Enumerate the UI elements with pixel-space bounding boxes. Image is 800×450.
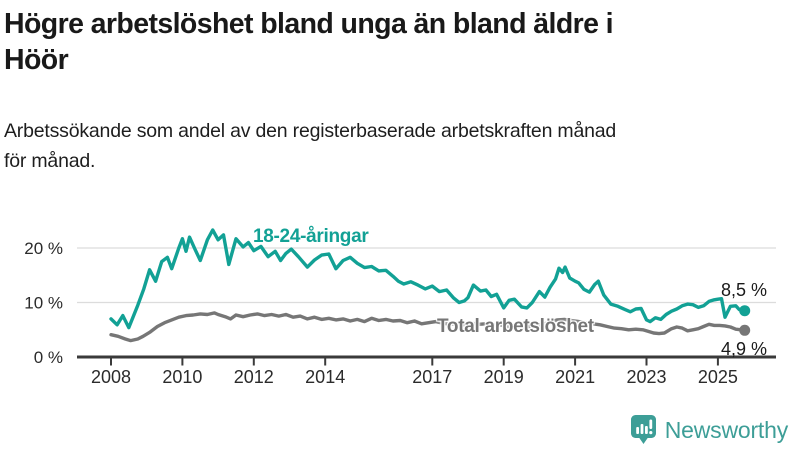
- newsworthy-logo-icon: [630, 415, 656, 444]
- y-tick-label: 20 %: [24, 239, 63, 258]
- x-tick-label: 2025: [698, 367, 738, 387]
- x-tick-label: 2012: [234, 367, 274, 387]
- series-line-18-24-ringar: [109, 228, 747, 330]
- series-end-dot-18-24-ringar: [739, 305, 751, 317]
- x-tick-label: 2021: [555, 367, 595, 387]
- page-subtitle: Arbetssökande som andel av den registerb…: [4, 120, 617, 173]
- series-label-youth: 18-24-åringar: [253, 226, 369, 247]
- newsworthy-logo-text: Newsworthy: [664, 417, 788, 443]
- x-tick-label: 2023: [626, 367, 666, 387]
- end-value-label-total: 4,9 %: [720, 339, 767, 359]
- y-tick-label: 10 %: [24, 294, 63, 313]
- x-tick-label: 2008: [91, 367, 131, 387]
- series-label-total: Total arbetslöshet: [437, 316, 594, 337]
- x-tick-label: 2019: [484, 367, 524, 387]
- y-tick-label: 0 %: [34, 348, 63, 367]
- series-line-total-arbetsl-shet: [109, 311, 747, 343]
- page-title: Högre arbetslöshet bland unga än bland ä…: [4, 8, 614, 77]
- x-tick-label: 2017: [412, 367, 452, 387]
- end-value-label-youth: 8,5 %: [720, 280, 767, 300]
- x-tick-label: 2014: [305, 367, 345, 387]
- x-tick-label: 2010: [162, 367, 202, 387]
- newsworthy-logo: Newsworthy: [630, 414, 788, 447]
- series-end-dot-total-arbetsl-shet: [739, 324, 751, 336]
